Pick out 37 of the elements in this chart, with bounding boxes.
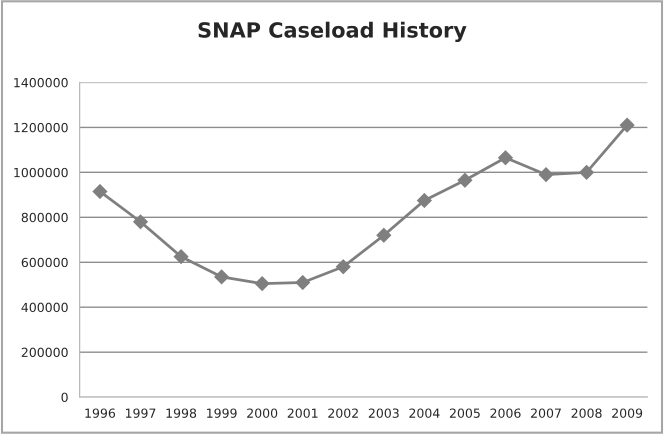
- x-tick-label: 2003: [368, 408, 399, 418]
- x-tick-label: 2009: [612, 408, 642, 418]
- y-tick-label: 1200000: [14, 122, 68, 132]
- x-tick-label: 2002: [328, 408, 358, 418]
- x-tick-label: 2004: [409, 408, 440, 418]
- x-tick-label: 2006: [490, 408, 521, 418]
- x-tick-label: 2005: [450, 408, 480, 418]
- y-tick-label: 600000: [22, 258, 68, 268]
- point: [579, 164, 594, 180]
- y-tick-label: 0: [61, 392, 68, 402]
- point: [538, 167, 554, 182]
- point: [458, 172, 472, 188]
- point: [376, 228, 392, 243]
- y-tick-label: 400000: [21, 302, 68, 312]
- x-tick-label: 1997: [126, 408, 156, 418]
- x-tick-label: 2007: [531, 408, 561, 418]
- point: [214, 269, 230, 284]
- point: [92, 184, 108, 199]
- point: [620, 118, 635, 133]
- point: [336, 259, 351, 274]
- y-tick-label: 800000: [22, 212, 68, 222]
- point: [498, 150, 513, 166]
- x-tick-label: 1996: [85, 408, 116, 418]
- x-tick-label: 1999: [207, 408, 237, 418]
- x-tick-label: 2000: [247, 408, 278, 418]
- y-tick-label: 1400000: [14, 78, 68, 88]
- point: [254, 276, 270, 292]
- chart-title: SNAP Caseload History: [198, 22, 466, 42]
- y-tick-label: 1000000: [14, 168, 68, 178]
- x-tick-label: 2008: [572, 408, 602, 418]
- point: [174, 249, 188, 264]
- x-tick-label: 2001: [288, 408, 318, 418]
- x-tick-label: 1998: [166, 408, 196, 418]
- point: [416, 193, 432, 208]
- point: [295, 275, 310, 290]
- point: [133, 214, 148, 230]
- y-tick-label: 200000: [22, 348, 68, 358]
